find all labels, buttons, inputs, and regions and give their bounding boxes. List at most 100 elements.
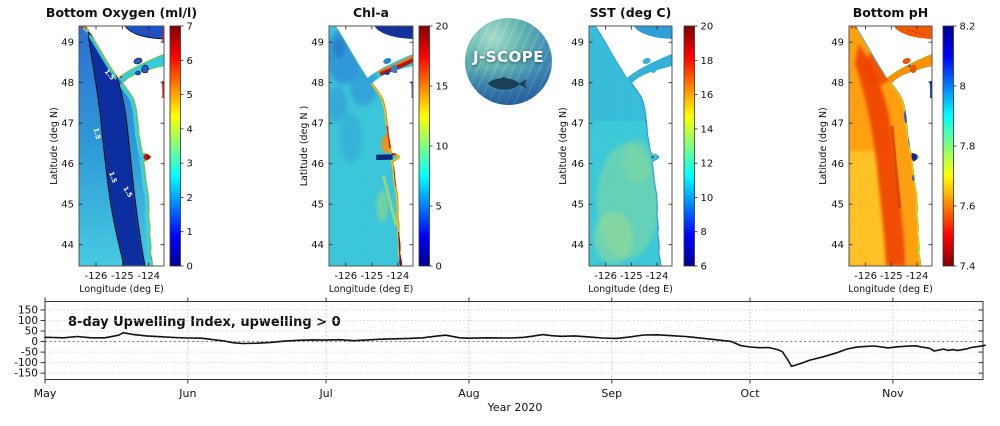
- lon-tick-label: -125: [360, 271, 383, 282]
- lon-tick-label: -126: [854, 271, 877, 282]
- map-title-chl-a: Chl-a: [353, 5, 389, 20]
- lon-tick-label: -124: [137, 271, 160, 282]
- lon-tick-label: -124: [646, 271, 669, 282]
- colorbar-tick-label: 6: [187, 56, 193, 67]
- colorbar-tick-label: 20: [436, 22, 449, 33]
- y-tick-label: 50: [25, 326, 38, 338]
- logo-text: J-SCOPE: [472, 47, 545, 66]
- y-tick-label: -100: [14, 357, 38, 369]
- colorbar-tick-label: 0: [187, 262, 193, 273]
- colorbar-tick-label: 15: [436, 82, 449, 93]
- lat-tick-label: 46: [831, 159, 844, 170]
- jscope-logo: J-SCOPE: [465, 18, 552, 105]
- bottom-oxygen-map: 1.51.51.51.51.51.5: [79, 26, 164, 266]
- colorbar-tick-label: 7.4: [960, 262, 976, 273]
- colorbar-bottom-ph: [942, 25, 954, 267]
- colorbar-chl-a: [418, 25, 430, 267]
- map-title-sst: SST (deg C): [590, 5, 672, 20]
- lat-tick-label: 48: [61, 78, 74, 89]
- x-axis-label-3: Longitude (deg E): [588, 284, 673, 295]
- lat-tick-label: 47: [831, 119, 844, 130]
- x-axis-label-1: Longitude (deg E): [79, 284, 164, 295]
- lat-tick-label: 45: [61, 200, 74, 211]
- lat-tick-label: 48: [831, 78, 844, 89]
- lon-tick-label: -125: [111, 271, 134, 282]
- colorbar-bottom-oxygen: [169, 25, 181, 267]
- lat-tick-label: 49: [61, 38, 74, 49]
- lat-tick-label: 46: [61, 159, 74, 170]
- contour-label: 1.5: [92, 127, 102, 140]
- colorbar-tick-label: 14: [701, 124, 714, 135]
- month-label: Jun: [178, 387, 196, 400]
- y-tick-label: -50: [21, 347, 38, 359]
- y-tick-label: 100: [18, 315, 38, 327]
- lat-tick-label: 47: [571, 119, 584, 130]
- colorbar-tick-label: 8.2: [960, 22, 976, 33]
- lat-tick-label: 45: [571, 200, 584, 211]
- timeseries-frame: [44, 301, 984, 380]
- lat-tick-label: 48: [571, 78, 584, 89]
- lon-tick-label: -126: [85, 271, 108, 282]
- map-title-bottom-oxygen: Bottom Oxygen (ml/l): [46, 5, 197, 20]
- lat-tick-label: 49: [571, 38, 584, 49]
- colorbar-tick-label: 4: [187, 124, 193, 135]
- colorbar-tick-label: 16: [701, 90, 714, 101]
- colorbar-tick-label: 7.6: [960, 202, 976, 213]
- lat-tick-label: 44: [831, 240, 844, 251]
- lat-tick-label: 44: [311, 240, 324, 251]
- y-axis-label-3: Latitude (deg N): [558, 107, 569, 185]
- month-label: Nov: [882, 387, 904, 400]
- lat-tick-label: 44: [61, 240, 74, 251]
- lat-tick-label: 46: [571, 159, 584, 170]
- lon-tick-label: -126: [594, 271, 617, 282]
- colorbar-tick-label: 5: [436, 202, 442, 213]
- lat-tick-label: 45: [831, 200, 844, 211]
- upwelling-annotation: 8-day Upwelling Index, upwelling > 0: [68, 315, 341, 330]
- contour-label: 1.5: [107, 171, 119, 185]
- lat-tick-label: 49: [831, 38, 844, 49]
- x-axis-label-2: Longitude (deg E): [329, 284, 414, 295]
- lon-tick-label: -125: [880, 271, 903, 282]
- colorbar-tick-label: 18: [701, 56, 714, 67]
- lat-tick-label: 49: [311, 38, 324, 49]
- lat-tick-label: 47: [311, 119, 324, 130]
- colorbar-tick-label: 3: [187, 159, 193, 170]
- month-label: Jul: [318, 387, 332, 400]
- year-label: Year 2020: [487, 401, 543, 414]
- map-frame-3: [588, 25, 673, 267]
- y-axis-label-2: Latitude (deg N ): [299, 106, 310, 187]
- month-label: Aug: [458, 387, 479, 400]
- sst-map: [589, 26, 672, 266]
- y-tick-label: -150: [14, 368, 38, 380]
- lon-tick-label: -125: [620, 271, 643, 282]
- colorbar-tick-label: 10: [436, 142, 449, 153]
- y-axis-label-1: Latitude (deg N): [49, 107, 60, 185]
- lat-tick-label: 48: [311, 78, 324, 89]
- colorbar-tick-label: 7.8: [960, 142, 976, 153]
- colorbar-tick-label: 10: [701, 193, 714, 204]
- month-label: May: [34, 387, 57, 400]
- colorbar-tick-label: 6: [701, 262, 707, 273]
- map-frame-4: [848, 25, 933, 267]
- colorbar-tick-label: 8: [960, 82, 966, 93]
- colorbar-tick-label: 5: [187, 90, 193, 101]
- colorbar-tick-label: 7: [187, 22, 193, 33]
- x-axis-label-4: Longitude (deg E): [848, 284, 933, 295]
- colorbar-tick-label: 2: [187, 193, 193, 204]
- lat-tick-label: 44: [571, 240, 584, 251]
- colorbar-tick-label: 0: [436, 262, 442, 273]
- map-title-bottom-ph: Bottom pH: [853, 5, 928, 20]
- colorbar-tick-label: 12: [701, 159, 714, 170]
- lat-tick-label: 46: [311, 159, 324, 170]
- lat-tick-label: 45: [311, 200, 324, 211]
- y-tick-label: 0: [31, 336, 38, 348]
- colorbar-tick-label: 20: [701, 22, 714, 33]
- fish-icon: [487, 76, 527, 90]
- month-label: Sep: [601, 387, 622, 400]
- upwelling-index-curve: [44, 331, 986, 368]
- lon-tick-label: -124: [906, 271, 929, 282]
- lat-tick-label: 47: [61, 119, 74, 130]
- lon-tick-label: -124: [387, 271, 410, 282]
